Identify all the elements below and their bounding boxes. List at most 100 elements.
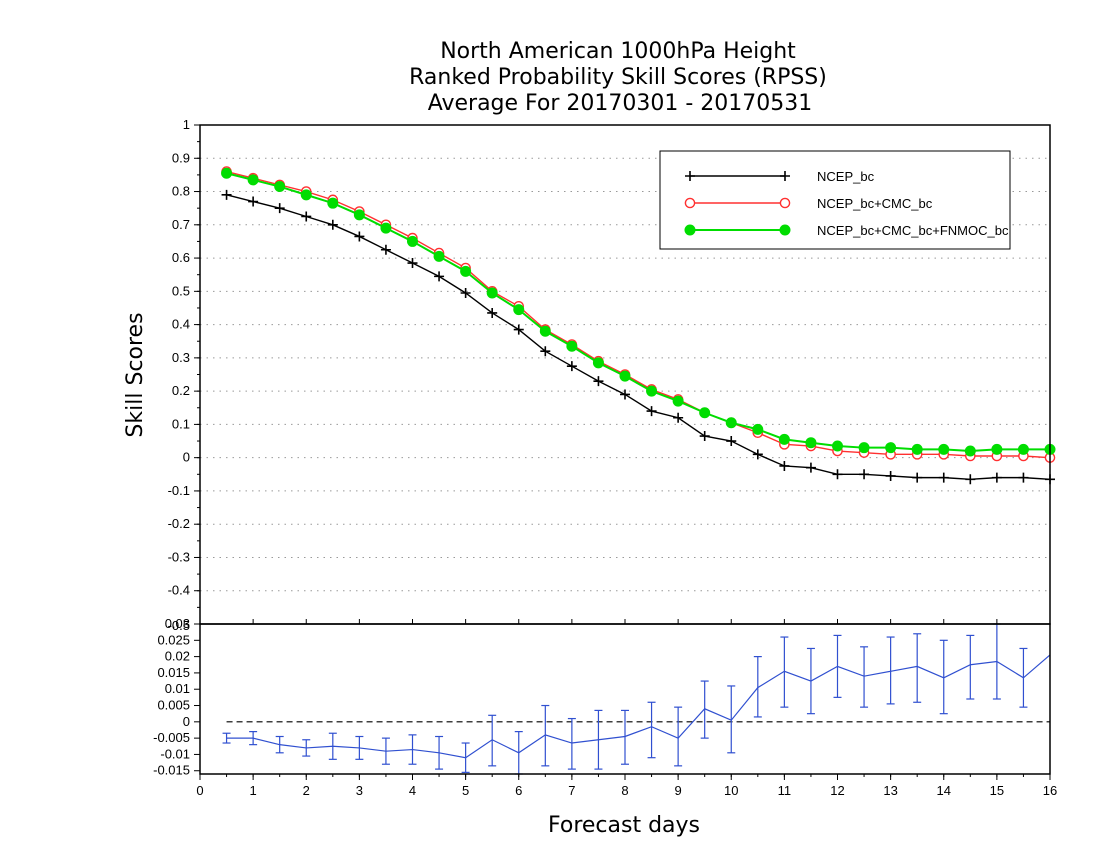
series-point [460, 287, 471, 298]
x-tick-label: 16 [1043, 783, 1057, 798]
series-point [434, 271, 445, 282]
diff-y-tick-label: 0.005 [157, 698, 190, 713]
series-point [673, 412, 684, 423]
legend-label: NCEP_bc [817, 169, 875, 184]
series-point [699, 407, 711, 419]
diff-y-tick-label: -0.015 [153, 763, 190, 778]
title-line-2: Ranked Probability Skill Scores (RPSS) [409, 65, 827, 90]
series-point [353, 209, 365, 221]
series-point [327, 219, 338, 230]
series-point [354, 231, 365, 242]
x-tick-label: 2 [303, 783, 310, 798]
diff-y-tick-label: 0.03 [165, 616, 190, 631]
main-y-tick-label: -0.4 [168, 583, 190, 598]
x-tick-label: 6 [515, 783, 522, 798]
x-tick-label: 11 [778, 783, 792, 798]
legend-marker [780, 171, 790, 181]
x-tick-label: 0 [196, 783, 203, 798]
legend-marker [684, 224, 696, 236]
series-point [779, 460, 790, 471]
main-y-tick-label: -0.2 [168, 516, 190, 531]
legend-marker [685, 171, 695, 181]
series-point [619, 370, 631, 382]
legend: NCEP_bc NCEP_bc+CMC_bc NCEP_bc+CMC_bc+FNMO… [659, 150, 1011, 250]
x-tick-label: 13 [883, 783, 897, 798]
main-y-tick-label: 0.9 [172, 150, 190, 165]
series-point [726, 436, 737, 447]
series-point [699, 431, 710, 442]
legend-label: NCEP_bc+CMC_bc+FNMOC_bc [817, 223, 1009, 238]
diff-y-tick-label: -0.01 [160, 746, 190, 761]
diff-y-tick-label: 0 [183, 714, 190, 729]
series-point [911, 443, 923, 455]
series-point [885, 470, 896, 481]
difference-plot-frame [199, 623, 1051, 775]
x-tick-label: 1 [250, 783, 257, 798]
series-point [1017, 443, 1029, 455]
legend-label: NCEP_bc+CMC_bc [817, 196, 933, 211]
series-point [965, 474, 976, 485]
series-point [592, 357, 604, 369]
series-point [513, 304, 525, 316]
series-point [301, 211, 312, 222]
series-point [832, 440, 843, 452]
legend-marker [779, 197, 791, 209]
main-series-group [221, 166, 1056, 485]
x-tick-label: 14 [937, 783, 951, 798]
series-point [274, 181, 286, 193]
title-line-1: North American 1000hPa Height [440, 39, 796, 64]
series-point [752, 423, 764, 435]
series-point [938, 443, 950, 455]
x-tick-label: 9 [675, 783, 682, 798]
series-point [380, 222, 392, 234]
main-y-tick-label: 0.8 [172, 184, 190, 199]
series-point [221, 167, 233, 179]
series-point [274, 203, 285, 214]
main-y-tick-label-bottom: -0.5 [168, 618, 190, 633]
axis-ticks: 1 0.9 0.8 0.7 0.6 0.5 0.4 0.3 0.2 0.1 0 -0.1 -0.2 -0.… [153, 117, 1057, 798]
series-point [221, 189, 232, 200]
main-y-tick-label: 0.6 [172, 250, 190, 265]
legend-box [659, 150, 1011, 250]
series-point [539, 325, 551, 337]
main-y-tick-label: 1 [183, 117, 190, 132]
diff-y-tick-label: 0.015 [157, 665, 190, 680]
series-point [805, 462, 816, 473]
series-point [566, 340, 578, 352]
main-y-tick-label: -0.1 [168, 483, 190, 498]
main-y-tick-label: -0.3 [168, 549, 190, 564]
main-y-tick-label: 0.1 [172, 416, 190, 431]
main-y-tick-label: 0.5 [172, 283, 190, 298]
main-y-tick-label: 0.4 [172, 317, 190, 332]
series-point [460, 265, 472, 277]
y-axis-title: Skill Scores [123, 312, 148, 437]
diff-y-tick-label: 0.025 [157, 632, 190, 647]
x-tick-label: 5 [462, 783, 469, 798]
series-point [380, 244, 391, 255]
series-point [513, 324, 524, 335]
series-point [859, 469, 870, 480]
main-y-tick-label: 0.2 [172, 383, 190, 398]
x-tick-label: 8 [621, 783, 628, 798]
series-point [646, 406, 657, 417]
difference-line [226, 654, 1051, 759]
series-point [486, 287, 498, 299]
main-y-tick-label: 0.7 [172, 217, 190, 232]
diff-y-tick-label: -0.005 [153, 730, 190, 745]
series-point [327, 197, 339, 209]
series-point [912, 472, 923, 483]
series-point [620, 389, 630, 400]
series-point [964, 445, 976, 457]
series-point [805, 437, 817, 449]
series-point [885, 442, 897, 454]
series-point [248, 196, 259, 207]
series-point [672, 395, 684, 407]
title-line-3: Average For 20170301 - 20170531 [428, 91, 813, 116]
x-axis-title: Forecast days [548, 813, 700, 838]
x-tick-label: 7 [568, 783, 575, 798]
main-y-tick-label: 0 [183, 450, 190, 465]
series-point [778, 433, 790, 445]
series-point [540, 346, 551, 357]
diff-y-tick-label: 0.01 [165, 681, 190, 696]
